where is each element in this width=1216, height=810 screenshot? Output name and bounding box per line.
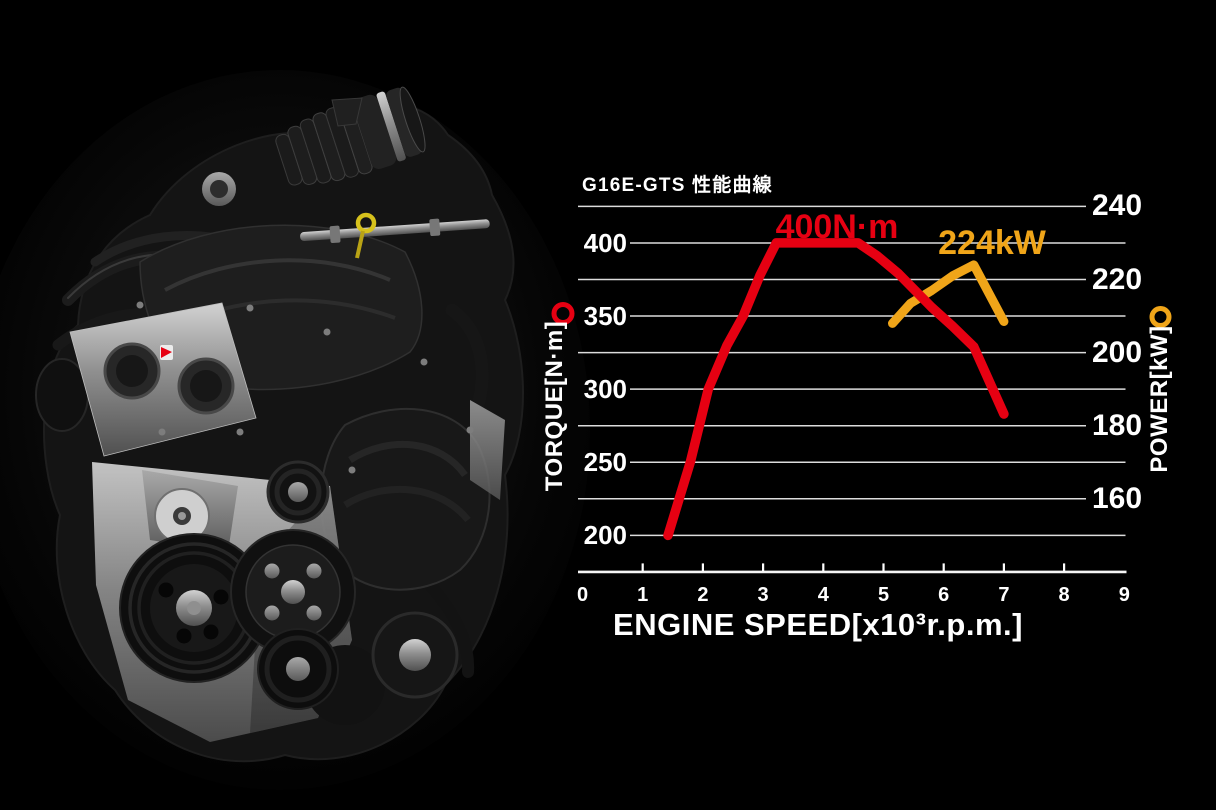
power-tick-label: 200 bbox=[1092, 335, 1143, 369]
alternator bbox=[371, 611, 459, 699]
speed-tick-label: 2 bbox=[697, 584, 709, 606]
torque-tick-label: 400 bbox=[583, 227, 627, 258]
chart-title: G16E-GTS 性能曲線 bbox=[582, 175, 773, 196]
torque-series-marker-icon bbox=[551, 302, 575, 325]
torque-curve bbox=[663, 238, 1009, 541]
tensioner-pulley bbox=[142, 470, 238, 552]
performance-chart bbox=[551, 205, 1172, 574]
water-pump-pulley bbox=[230, 529, 356, 655]
engine-photo bbox=[0, 70, 590, 790]
hose-bracket bbox=[331, 97, 363, 127]
x-axis-ticks bbox=[641, 563, 1066, 572]
speed-tick-label: 4 bbox=[817, 584, 829, 606]
speed-tick-label: 8 bbox=[1058, 584, 1070, 606]
cam-cover bbox=[69, 302, 257, 457]
torque-tick-label: 300 bbox=[583, 374, 627, 405]
speed-tick-label: 0 bbox=[576, 584, 589, 606]
gridlines bbox=[578, 205, 1127, 574]
dipstick-icon bbox=[355, 212, 377, 259]
torque-tick-label: 250 bbox=[583, 447, 627, 478]
power-curve bbox=[888, 260, 1009, 328]
fuel-pipe bbox=[300, 218, 490, 244]
gr-emblem-icon bbox=[160, 345, 173, 360]
right-axis-title: POWER[kW] bbox=[1146, 325, 1173, 473]
ac-pulley bbox=[257, 628, 385, 725]
power-tick-label: 160 bbox=[1092, 481, 1143, 515]
speed-tick-label: 6 bbox=[938, 584, 950, 606]
speed-tick-label: 1 bbox=[637, 584, 649, 606]
torque-tick-label: 200 bbox=[583, 520, 627, 551]
side-bracket bbox=[470, 400, 505, 500]
manifold-runner bbox=[348, 440, 468, 478]
torque-curve-label: 400N·m bbox=[775, 208, 899, 246]
torque-tick-label: 350 bbox=[583, 301, 627, 332]
power-tick-label: 220 bbox=[1092, 262, 1143, 296]
speed-tick-label: 9 bbox=[1118, 584, 1130, 606]
speed-tick-label: 3 bbox=[757, 584, 769, 606]
throttle-bore bbox=[210, 180, 228, 198]
manifold-runner bbox=[343, 485, 471, 523]
crank-pulley bbox=[119, 533, 269, 683]
curves bbox=[663, 238, 1009, 541]
bolts bbox=[136, 301, 474, 474]
left-axis-title: TORQUE[N·m] bbox=[541, 320, 568, 492]
speed-tick-label: 7 bbox=[998, 584, 1010, 606]
x-axis-title: ENGINE SPEED[x10³r.p.m.] bbox=[613, 607, 1023, 642]
power-series-marker-icon bbox=[1149, 306, 1172, 328]
power-tick-label: 240 bbox=[1092, 189, 1143, 223]
power-curve-label: 224kW bbox=[938, 224, 1046, 262]
idler-pulley bbox=[266, 460, 330, 524]
speed-tick-label: 5 bbox=[877, 584, 890, 606]
cover-ridge bbox=[164, 258, 391, 292]
power-tick-label: 180 bbox=[1092, 408, 1143, 442]
